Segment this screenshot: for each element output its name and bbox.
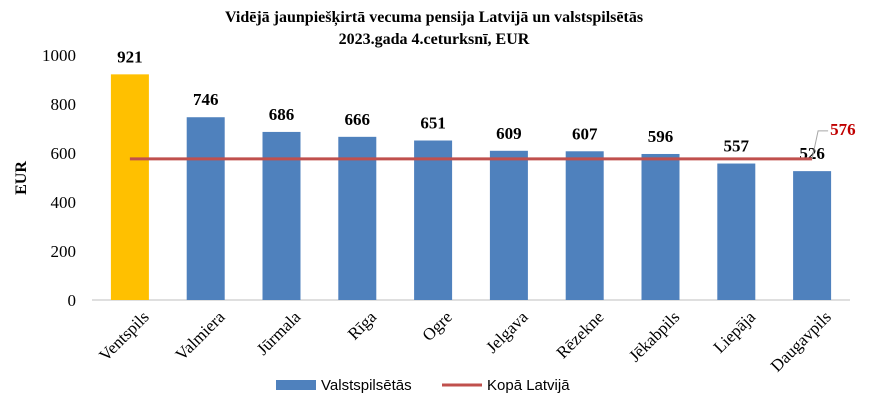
data-label: 651 [420, 114, 446, 133]
y-tick-label: 200 [51, 242, 77, 261]
x-tick-label: Ogre [418, 307, 455, 344]
data-label: 596 [648, 127, 674, 146]
bar [186, 117, 225, 300]
legend: Valstspilsētās Kopā Latvijā [276, 377, 570, 394]
bar [489, 150, 528, 300]
data-label: 746 [193, 90, 219, 109]
y-tick-label: 800 [51, 95, 77, 114]
x-axis: Ventspils Valmiera Jūrmala Rīga Ogre Jelgava R… [95, 307, 835, 376]
bar [717, 163, 756, 300]
data-label: 686 [269, 105, 295, 124]
bar [793, 171, 832, 300]
y-tick-label: 400 [51, 193, 77, 212]
bar [338, 136, 377, 300]
x-tick-label: Daugavpils [767, 307, 835, 375]
x-tick-label: Valmiera [172, 307, 229, 364]
reference-line-leader [811, 130, 829, 159]
data-label: 557 [724, 137, 750, 156]
y-tick-label: 0 [68, 291, 77, 310]
bar [110, 74, 149, 300]
data-label: 607 [572, 124, 598, 143]
chart-title: Vidējā jaunpiešķirtā vecuma pensija Latv… [225, 9, 643, 27]
chart-subtitle: 2023.gada 4.ceturksnī, EUR [339, 31, 530, 48]
x-tick-label: Jūrmala [253, 307, 305, 359]
x-tick-label: Rēzekne [553, 307, 608, 362]
legend-label-bars: Valstspilsētās [321, 377, 412, 394]
legend-label-line: Kopā Latvijā [487, 377, 570, 394]
data-label: 609 [496, 124, 522, 143]
data-label: 921 [117, 47, 143, 66]
x-tick-label: Jēkabpils [625, 307, 683, 365]
data-label: 666 [345, 110, 371, 129]
y-axis-label: EUR [13, 161, 30, 195]
bar [262, 131, 301, 300]
x-tick-label: Jelgava [482, 307, 532, 357]
reference-line-group: 576 [129, 120, 856, 161]
legend-swatch-bars [276, 380, 316, 390]
y-tick-label: 1000 [42, 46, 76, 65]
bar [565, 151, 604, 300]
x-tick-label: Ventspils [95, 307, 153, 365]
x-tick-label: Liepāja [710, 307, 760, 357]
bar [641, 153, 680, 300]
reference-line-label: 576 [830, 120, 856, 139]
y-tick-label: 600 [51, 144, 77, 163]
x-tick-label: Rīga [344, 307, 380, 343]
bar [414, 140, 453, 300]
